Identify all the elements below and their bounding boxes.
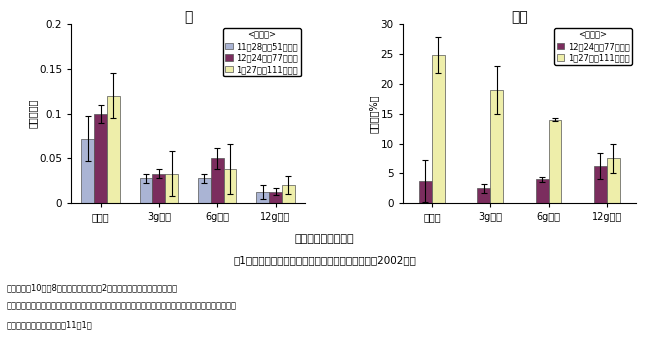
Bar <box>490 89 503 203</box>
Legend: 12月24日（77日後）, 1月27日（111日後）: 12月24日（77日後）, 1月27日（111日後） <box>554 28 632 65</box>
Title: 葉: 葉 <box>184 10 192 24</box>
Bar <box>165 174 178 203</box>
Y-axis label: 発病率（%）: 発病率（%） <box>369 94 379 133</box>
Title: 果実: 果実 <box>511 10 528 24</box>
Y-axis label: 発病指数＊: 発病指数＊ <box>28 99 38 128</box>
Text: うどんこ病菌の接種：11月1日: うどんこ病菌の接種：11月1日 <box>6 320 92 330</box>
Bar <box>256 192 269 203</box>
Bar <box>211 158 224 203</box>
Bar <box>535 179 548 203</box>
Bar <box>548 120 561 203</box>
Bar <box>94 114 107 203</box>
Text: 注）各区全10株の8複葉について調査（2連制），縦棒は標準誤差を示す: 注）各区全10株の8複葉について調査（2連制），縦棒は標準誤差を示す <box>6 283 178 292</box>
Bar <box>594 166 607 203</box>
Text: ケイ酸質肥料（シリカゲル肥料）の施用は培地表面への散布，（　）はケイ酸質肥料施用後の日数: ケイ酸質肥料（シリカゲル肥料）の施用は培地表面への散布，（ ）はケイ酸質肥料施用… <box>6 302 236 311</box>
Bar <box>282 185 295 203</box>
Bar <box>478 188 490 203</box>
Bar <box>432 55 445 203</box>
Bar <box>607 158 620 203</box>
Bar <box>107 96 120 203</box>
Legend: 11月28日（51日後）, 12月24日（77日後）, 1月27日（111日後）: 11月28日（51日後）, 12月24日（77日後）, 1月27日（111日後） <box>223 28 300 76</box>
Bar <box>269 192 282 203</box>
Bar <box>153 174 165 203</box>
Bar <box>81 139 94 203</box>
Bar <box>419 181 432 203</box>
Bar <box>224 169 236 203</box>
Bar <box>198 178 211 203</box>
Text: 図1　ケイ酸質肥料施用量とうどんこ病発病程度（2002年）: 図1 ケイ酸質肥料施用量とうどんこ病発病程度（2002年） <box>233 255 416 265</box>
Text: ケイ酸質肥料施用量: ケイ酸質肥料施用量 <box>295 234 354 244</box>
Bar <box>140 178 153 203</box>
